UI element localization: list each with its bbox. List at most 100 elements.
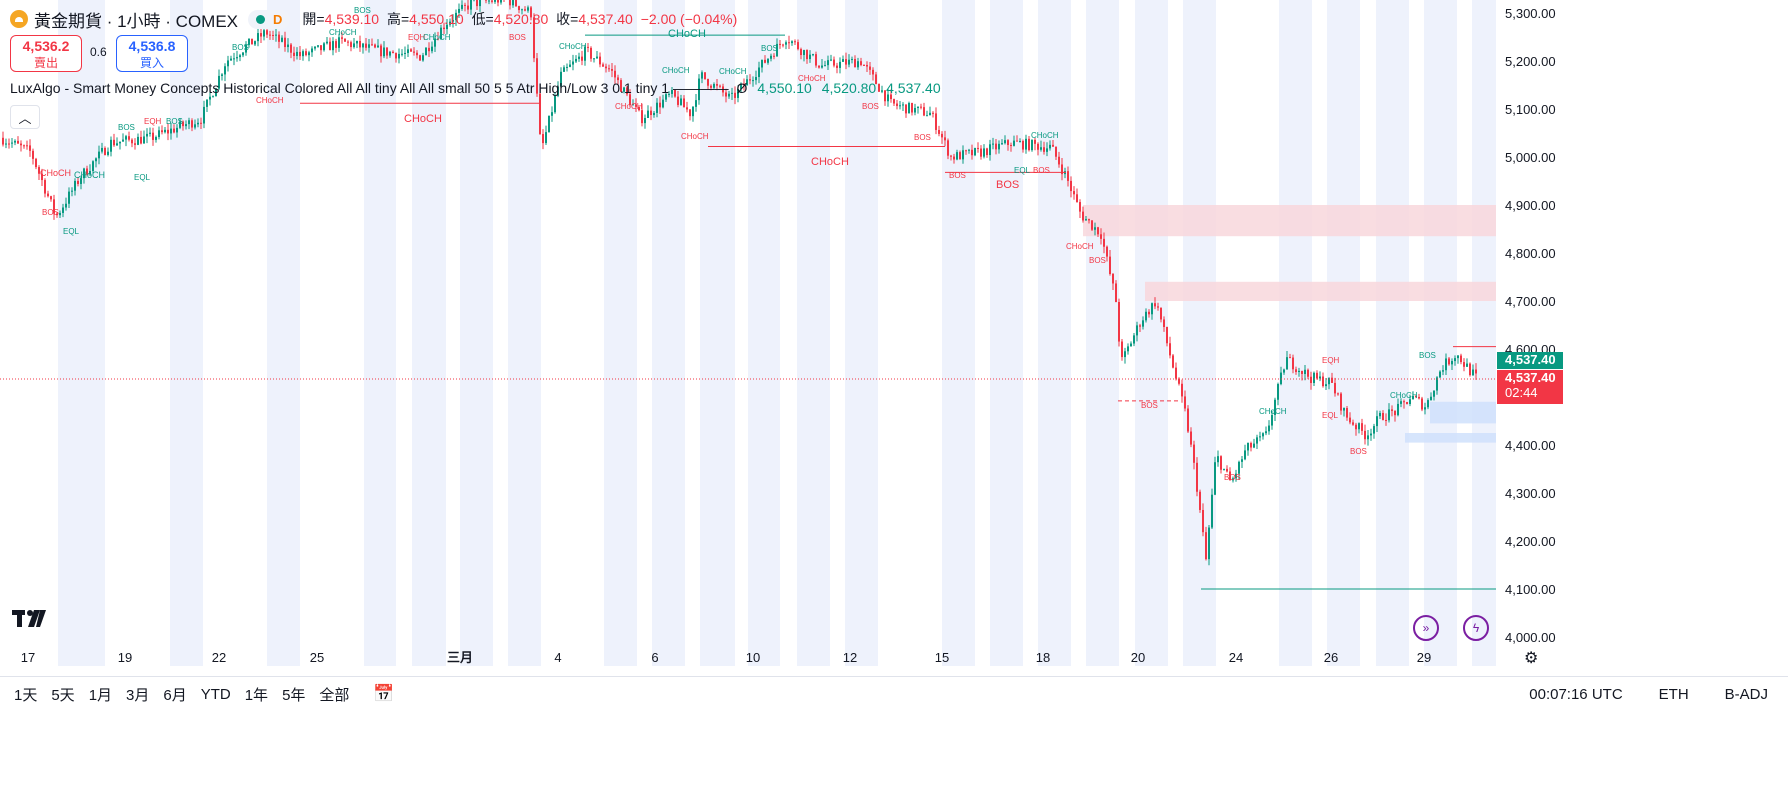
candle-body [1151, 303, 1153, 315]
session-band [700, 0, 735, 666]
candle-body [1142, 320, 1144, 327]
candle-body [1268, 425, 1270, 432]
symbol-title[interactable]: 黃金期貨 · 1小時 · COMEX [34, 11, 239, 31]
candle-body [959, 152, 961, 160]
settings-icon[interactable]: ⚙ [1524, 650, 1539, 667]
candle-body [1379, 412, 1381, 417]
candle-body [1403, 401, 1405, 403]
smc-annotation: CHoCH [668, 28, 706, 40]
range-all[interactable]: 全部 [319, 686, 350, 704]
candle-body [80, 178, 82, 184]
candle-body [356, 40, 358, 44]
utc-clock[interactable]: 00:07:16 UTC [1529, 685, 1623, 703]
smc-annotation: CHoCH [681, 132, 709, 141]
candle-body [575, 58, 577, 62]
range-5d[interactable]: 5天 [51, 686, 75, 704]
bottom-toolbar: 1天 5天 1月 3月 6月 YTD 1年 5年 全部 📅 00:07:16 U… [0, 676, 1788, 711]
smc-annotation: BOS [1350, 447, 1367, 456]
smc-annotation: BOS [118, 123, 135, 132]
candle-body [314, 46, 316, 49]
candle-body [1289, 357, 1291, 359]
range-5y[interactable]: 5年 [282, 686, 306, 704]
candle-body [1193, 444, 1195, 463]
candle-body [1397, 403, 1399, 416]
indicator-legend[interactable]: LuxAlgo - Smart Money Concepts Historica… [10, 80, 941, 96]
candle-body [1181, 383, 1183, 397]
range-ytd[interactable]: YTD [200, 685, 231, 703]
candle-body [995, 143, 997, 150]
candle-body [1454, 358, 1456, 362]
candle-body [389, 51, 391, 56]
candle-body [992, 143, 994, 145]
range-6m[interactable]: 6月 [163, 686, 187, 704]
candle-body [428, 47, 430, 52]
time-axis-label: 29 [1417, 650, 1431, 665]
smc-annotation: CHoCH [811, 156, 849, 168]
candle-body [758, 67, 760, 78]
close-value: 4,537.40 [578, 11, 633, 27]
candle-body [110, 139, 112, 152]
candle-body [368, 44, 370, 48]
candle-body [710, 85, 712, 88]
adjustment-toggle[interactable]: B-ADJ [1724, 685, 1768, 703]
candle-body [116, 143, 118, 146]
candle-body [59, 212, 61, 216]
candle-body [197, 122, 199, 125]
candle-body [761, 59, 763, 68]
range-3m[interactable]: 3月 [126, 686, 150, 704]
candle-body [1016, 140, 1018, 142]
candle-body [359, 40, 361, 48]
candle-body [1358, 423, 1360, 430]
last-price-tag: 4,537.40 [1497, 352, 1563, 369]
candle-body [1028, 138, 1030, 151]
candle-body [608, 68, 610, 70]
candle-body [941, 133, 943, 138]
candle-body [1385, 419, 1387, 421]
candle-body [365, 43, 367, 48]
candle-body [1334, 382, 1336, 394]
candle-body [629, 94, 631, 106]
smc-annotation: EQL [1322, 411, 1339, 420]
candle-body [521, 9, 523, 11]
candle-body [1313, 372, 1315, 384]
candle-body [422, 55, 424, 61]
smc-annotation: BOS [42, 208, 59, 217]
candle-body [254, 41, 256, 45]
candle-body [596, 56, 598, 59]
collapse-legend-button[interactable]: ︿ [10, 105, 40, 129]
candle-body [983, 148, 985, 157]
candle-body [1124, 351, 1126, 358]
market-status-pill[interactable]: D [248, 9, 291, 29]
candle-body [797, 42, 799, 50]
time-axis-label: 6 [651, 650, 658, 665]
session-toggle[interactable]: ETH [1658, 685, 1689, 703]
buy-button[interactable]: 4,536.8 買入 [116, 35, 188, 72]
candle-body [884, 90, 886, 102]
range-1y[interactable]: 1年 [244, 686, 269, 704]
range-1m[interactable]: 1月 [88, 686, 113, 704]
candle-body [362, 43, 364, 48]
session-band [58, 0, 105, 666]
candle-body [569, 64, 571, 67]
candle-body [65, 203, 67, 208]
candle-body [200, 122, 202, 124]
candle-body [1067, 171, 1069, 181]
candle-body [770, 55, 772, 59]
candle-body [1139, 325, 1141, 327]
sell-button[interactable]: 4,536.2 賣出 [10, 35, 82, 72]
session-band [267, 0, 300, 666]
candle-body [1049, 144, 1051, 149]
candle-body [1172, 355, 1174, 368]
time-axis-label: 15 [935, 650, 949, 665]
candle-body [1220, 456, 1222, 470]
replay-icon[interactable]: » [1413, 615, 1439, 641]
candle-body [68, 191, 70, 204]
candle-body [1466, 363, 1468, 367]
calendar-range-icon[interactable]: 📅 [373, 684, 395, 703]
candle-body [107, 151, 109, 155]
range-1d[interactable]: 1天 [14, 686, 38, 704]
candle-body [656, 102, 658, 113]
candle-body [1391, 409, 1393, 411]
lightning-icon[interactable]: ϟ [1463, 615, 1489, 641]
